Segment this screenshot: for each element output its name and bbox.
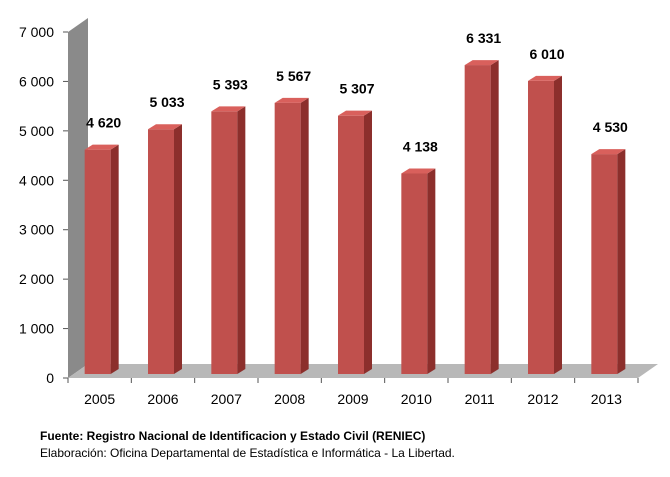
bar-top xyxy=(591,149,626,155)
bar-top xyxy=(464,60,499,66)
bar-front xyxy=(84,149,111,374)
y-tick-label: 2 000 xyxy=(19,271,54,287)
y-tick-label: 6 000 xyxy=(19,73,54,89)
x-tick-label: 2011 xyxy=(465,391,495,407)
bar-side xyxy=(300,97,309,374)
x-tick-label: 2012 xyxy=(527,391,558,407)
bar-value-label: 4 138 xyxy=(403,138,438,154)
bar-side xyxy=(554,75,562,374)
bar-top xyxy=(338,110,372,116)
bar-front xyxy=(338,115,364,375)
bar-side xyxy=(427,168,436,374)
bar-top xyxy=(211,106,246,112)
y-tick-label: 4 000 xyxy=(19,172,54,188)
chart-footer: Fuente: Registro Nacional de Identificac… xyxy=(40,428,455,462)
x-tick-label: 2010 xyxy=(401,391,432,407)
bar-side xyxy=(174,124,182,374)
bar xyxy=(274,97,309,374)
chart-back-wall xyxy=(68,18,88,378)
x-tick-label: 2007 xyxy=(211,391,242,407)
bar-value-label: 5 307 xyxy=(339,81,374,97)
bar-top xyxy=(528,75,562,81)
bar xyxy=(84,144,119,374)
bar-front xyxy=(401,173,428,374)
y-axis-ticks: 0 1 000 2 000 3 000 4 000 5 000 6 000 7 000 xyxy=(19,24,68,386)
bar xyxy=(211,106,246,375)
y-tick-label: 0 xyxy=(46,370,54,386)
source-note: Fuente: Registro Nacional de Identificac… xyxy=(40,429,426,443)
bar-top xyxy=(84,144,119,150)
bar-top xyxy=(401,168,436,174)
bar-side xyxy=(364,110,372,375)
bar xyxy=(338,110,372,375)
bar-value-label: 6 010 xyxy=(529,46,564,62)
bar-front xyxy=(528,80,554,374)
bar-front xyxy=(591,154,618,374)
y-tick-label: 3 000 xyxy=(19,222,54,238)
bar xyxy=(148,124,182,374)
bar-value-label: 6 331 xyxy=(466,30,501,46)
bar-value-label: 4 620 xyxy=(86,115,121,131)
bar xyxy=(401,168,436,374)
bar xyxy=(528,75,562,374)
bar-value-label: 5 567 xyxy=(276,68,311,84)
bar-side xyxy=(110,144,119,374)
x-tick-label: 2006 xyxy=(147,391,178,407)
x-tick-label: 2008 xyxy=(274,391,305,407)
x-tick-label: 2013 xyxy=(591,391,622,407)
bar-value-label: 4 530 xyxy=(593,119,628,135)
x-tick-label: 2009 xyxy=(337,391,368,407)
bar-front xyxy=(148,129,174,374)
y-tick-label: 5 000 xyxy=(19,123,54,139)
bar-front xyxy=(464,65,491,374)
bar-front xyxy=(211,111,238,375)
bar-top xyxy=(274,97,309,103)
bar-value-label: 5 393 xyxy=(213,76,248,92)
bars-group: 4 620 5 033 5 393 5 567 5 307 4 138 6 331 6 010… xyxy=(84,30,628,375)
bar-side xyxy=(490,60,499,374)
bar xyxy=(591,149,626,374)
bar-side xyxy=(617,149,626,374)
bar-value-label: 5 033 xyxy=(149,94,184,110)
bar-side xyxy=(237,106,246,375)
credit-note: Elaboración: Oficina Departamental de Es… xyxy=(40,446,455,460)
y-tick-label: 1 000 xyxy=(19,321,54,337)
bar xyxy=(464,60,499,374)
x-axis-ticks: 2005 2006 2007 2008 2009 2010 2011 2012 2013 xyxy=(67,378,639,407)
y-tick-label: 7 000 xyxy=(19,24,54,40)
x-tick-label: 2005 xyxy=(84,391,115,407)
bar-top xyxy=(148,124,182,130)
bar-front xyxy=(274,102,301,374)
